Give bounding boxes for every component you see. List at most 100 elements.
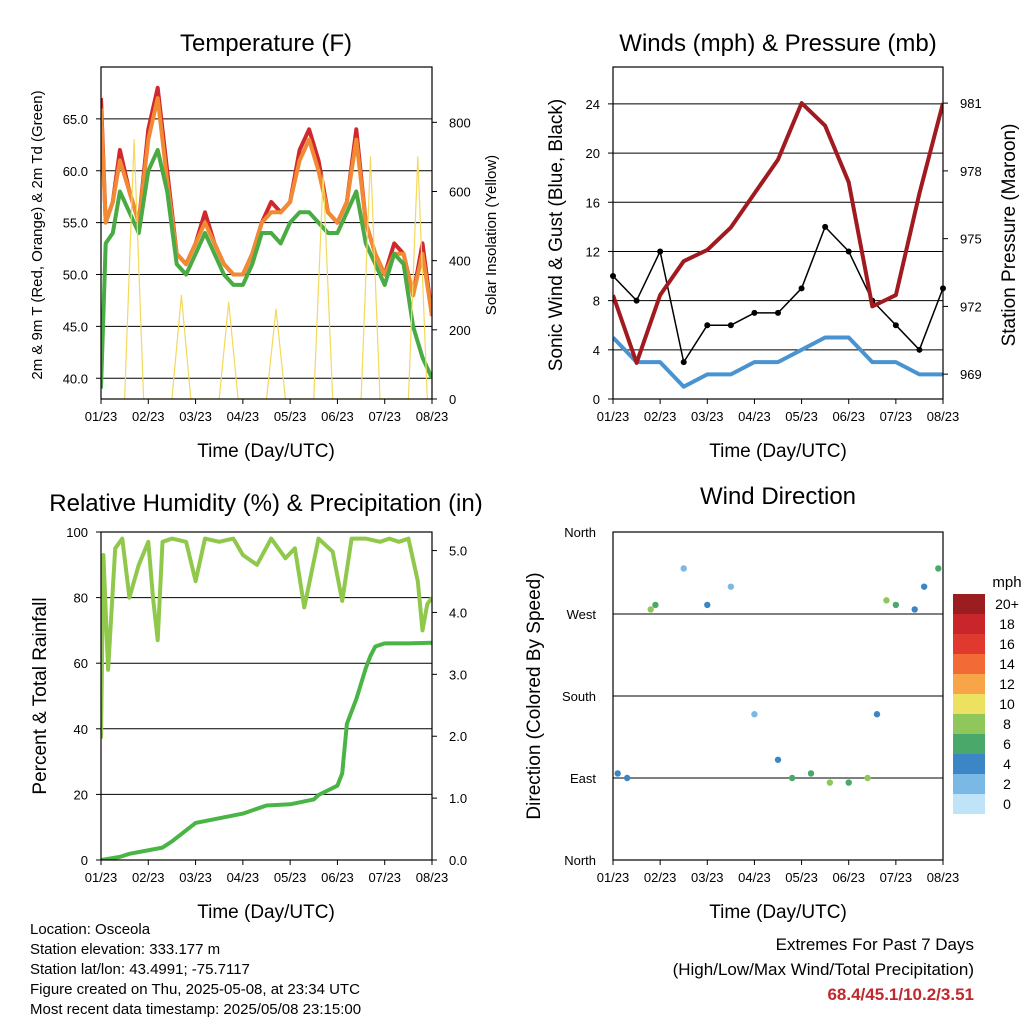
direction-point <box>652 601 659 609</box>
legend-label: 18 <box>999 616 1015 632</box>
legend-label: 0 <box>1003 796 1011 812</box>
x-tick-label: 02/23 <box>132 409 165 424</box>
legend-swatch <box>953 614 985 634</box>
y-tick-label: 50.0 <box>63 268 88 283</box>
y-tick-label: South <box>562 689 596 704</box>
y-tick-label: 12 <box>586 244 600 259</box>
legend-label: 14 <box>999 656 1015 672</box>
relative-humidity-line <box>101 536 432 739</box>
x-tick-label: 02/23 <box>644 409 677 424</box>
station-elevation: Station elevation: 333.177 m <box>30 941 221 958</box>
legend-label: 4 <box>1003 756 1011 772</box>
gust-point <box>633 297 640 304</box>
winds-ylabel-left: Sonic Wind & Gust (Blue, Black) <box>546 99 567 371</box>
x-tick-label: 06/23 <box>832 870 865 885</box>
y-tick-label: North <box>564 525 596 540</box>
legend-swatch <box>953 654 985 674</box>
x-tick-label: 02/23 <box>132 870 165 885</box>
y-tick-label: West <box>567 607 597 622</box>
x-tick-label: 05/23 <box>785 870 818 885</box>
y-tick-label: East <box>570 771 596 786</box>
direction-point <box>614 770 621 777</box>
x-tick-label: 04/23 <box>738 870 771 885</box>
humidity-panel: Relative Humidity (%) & Precipitation (i… <box>30 490 483 923</box>
temperature-ylabel-left: 2m & 9m T (Red, Orange) & 2m Td (Green) <box>29 90 46 379</box>
y2-tick-label: 3.0 <box>449 667 467 682</box>
y-tick-label: 20 <box>586 146 600 161</box>
gust-point <box>822 223 829 230</box>
gust-point <box>751 309 758 316</box>
legend-label: 16 <box>999 636 1015 652</box>
direction-xlabel: Time (Day/UTC) <box>709 902 847 923</box>
gust-point <box>775 309 781 316</box>
y-tick-label: 45.0 <box>63 319 88 334</box>
y-tick-label: 16 <box>586 195 600 210</box>
y-tick-label: 40.0 <box>63 371 88 386</box>
direction-point <box>826 779 834 786</box>
x-tick-label: 06/23 <box>321 870 354 885</box>
recent-timestamp: Most recent data timestamp: 2025/05/08 2… <box>30 1001 362 1018</box>
x-tick-label: 08/23 <box>927 409 960 424</box>
y2-tick-label: 800 <box>449 115 471 130</box>
winds-panel: Winds (mph) & Pressure (mb) Sonic Wind &… <box>546 30 1020 462</box>
y-tick-label: 0 <box>593 392 600 407</box>
x-tick-label: 08/23 <box>416 870 449 885</box>
x-tick-label: 07/23 <box>368 409 401 424</box>
direction-point <box>883 597 890 604</box>
direction-point <box>911 606 918 613</box>
x-tick-label: 08/23 <box>416 409 449 424</box>
y2-tick-label: 975 <box>960 232 982 247</box>
y2-tick-label: 981 <box>960 96 982 111</box>
winds-ylabel-right: Station Pressure (Maroon) <box>999 124 1020 347</box>
speed-legend: 20+ 18 16 14 12 10 8 6 4 2 0 <box>953 594 1019 814</box>
y-tick-label: 65.0 <box>63 112 88 127</box>
temperature-ylabel-right: Solar Insolation (Yellow) <box>483 155 500 315</box>
legend-label: 8 <box>1003 716 1011 732</box>
winds-xlabel: Time (Day/UTC) <box>709 441 847 462</box>
y-tick-label: 60 <box>74 656 88 671</box>
legend-label: 10 <box>999 696 1015 712</box>
x-tick-label: 01/23 <box>85 409 118 424</box>
y-tick-label: 4 <box>593 343 600 358</box>
y2-tick-label: 969 <box>960 367 982 382</box>
y2-tick-label: 972 <box>960 299 982 314</box>
direction-point <box>892 601 900 609</box>
chart-marks: 40.045.050.055.060.065.0020040060080001/… <box>63 66 982 885</box>
direction-legend-title: mph <box>992 574 1021 591</box>
x-tick-label: 05/23 <box>274 870 307 885</box>
y2-tick-label: 0 <box>449 392 456 407</box>
figure-created: Figure created on Thu, 2025-05-08, at 23… <box>30 981 360 998</box>
x-tick-label: 07/23 <box>880 870 913 885</box>
y-tick-label: 8 <box>593 294 600 309</box>
legend-swatch <box>953 594 985 614</box>
legend-swatch <box>953 714 985 734</box>
y-tick-label: 40 <box>74 722 88 737</box>
direction-point <box>623 774 631 782</box>
y-tick-label: North <box>564 853 596 868</box>
y-tick-label: 24 <box>586 97 600 112</box>
total-rainfall-line <box>101 640 432 860</box>
plot-frame <box>100 531 433 861</box>
x-tick-label: 03/23 <box>691 870 724 885</box>
legend-label: 6 <box>1003 736 1011 752</box>
direction-panel: Wind Direction Direction (Colored By Spe… <box>524 483 1022 923</box>
direction-point <box>774 756 782 763</box>
legend-label: 2 <box>1003 776 1011 792</box>
x-tick-label: 03/23 <box>691 409 724 424</box>
station-pressure-line <box>613 101 943 365</box>
gust-point <box>892 322 899 329</box>
direction-point <box>807 770 815 777</box>
gust-point <box>798 285 805 292</box>
plot-frame <box>612 66 944 400</box>
y2-tick-label: 5.0 <box>449 544 467 559</box>
y2-tick-label: 1.0 <box>449 791 467 806</box>
legend-swatch <box>953 794 985 814</box>
y-tick-label: 80 <box>74 591 88 606</box>
y-tick-label: 20 <box>74 787 88 802</box>
gust-point <box>916 346 923 353</box>
x-tick-label: 01/23 <box>85 870 118 885</box>
winds-title: Winds (mph) & Pressure (mb) <box>619 30 936 57</box>
sonic-wind-line <box>613 335 943 389</box>
x-tick-label: 06/23 <box>321 409 354 424</box>
